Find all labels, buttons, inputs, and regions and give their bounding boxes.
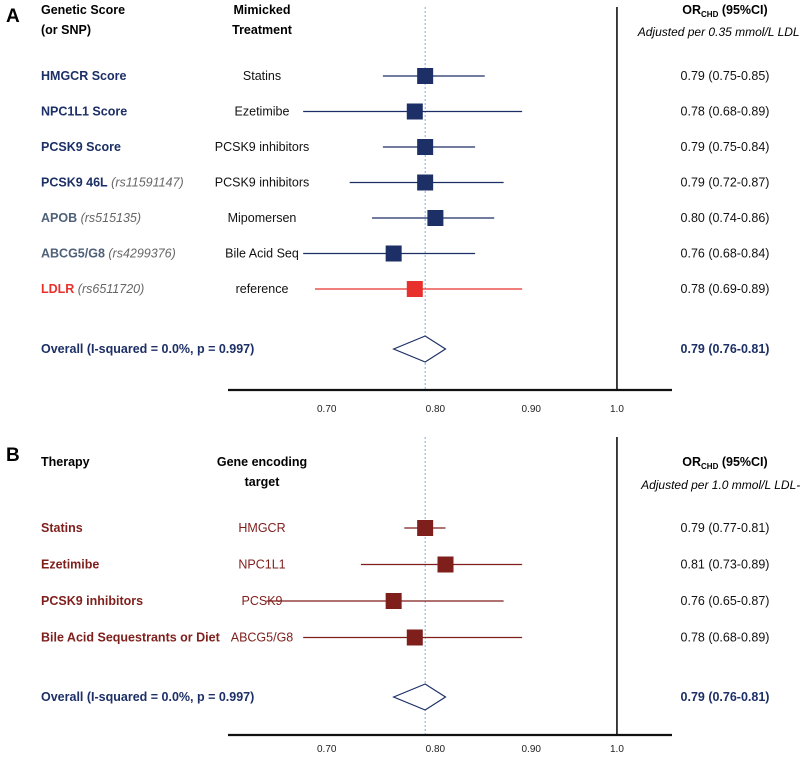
row-label: Bile Acid Sequestrants or Diet <box>41 631 221 645</box>
or-value: 0.78 (0.69-0.89) <box>681 282 770 296</box>
x-tick-label: 0.80 <box>426 404 446 415</box>
or-value: 0.76 (0.65-0.87) <box>681 594 770 608</box>
row-snp-id: (rs515135) <box>77 211 141 225</box>
point-estimate-marker <box>385 245 402 262</box>
x-tick-label: 1.0 <box>610 744 624 755</box>
row-treatment: reference <box>236 282 289 296</box>
row-label-name: HMGCR Score <box>41 69 126 83</box>
row-label-name: Statins <box>41 521 83 535</box>
x-tick-label: 0.70 <box>317 404 337 415</box>
row-label-name: PCSK9 46L <box>41 176 108 190</box>
row-treatment: Statins <box>243 69 281 83</box>
row-label: HMGCR Score <box>41 69 126 83</box>
or-header-main: OR <box>682 455 701 469</box>
or-value: 0.79 (0.77-0.81) <box>681 521 770 535</box>
or-value: 0.81 (0.73-0.89) <box>681 558 770 572</box>
overall-or-value: 0.79 (0.76-0.81) <box>681 342 770 356</box>
or-value: 0.80 (0.74-0.86) <box>681 211 770 225</box>
or-subheader: Adjusted per 0.35 mmol/L LDL-C <box>637 25 800 39</box>
row-treatment: HMGCR <box>238 521 285 535</box>
row-treatment: PCSK9 <box>242 594 283 608</box>
row-label-name: APOB <box>41 211 77 225</box>
column-header-label: Genetic Score <box>41 3 125 17</box>
or-header: ORCHD (95%CI) <box>682 3 767 19</box>
column-header-treatment: Treatment <box>232 23 293 37</box>
or-header-main: OR <box>682 3 701 17</box>
or-header-ci: (95%CI) <box>718 455 767 469</box>
row-label-name: NPC1L1 Score <box>41 105 127 119</box>
or-header-subscript: CHD <box>701 462 719 471</box>
column-header-treatment: Mimicked <box>234 3 291 17</box>
row-treatment: PCSK9 inhibitors <box>215 176 310 190</box>
column-header-treatment: target <box>245 475 281 489</box>
point-estimate-marker <box>406 629 423 646</box>
row-label: PCSK9 Score <box>41 140 121 154</box>
row-label-name: PCSK9 Score <box>41 140 121 154</box>
x-tick-label: 0.90 <box>521 744 541 755</box>
row-label-name: Bile Acid Sequestrants or Diet <box>41 631 221 645</box>
column-header-label: Therapy <box>41 455 90 469</box>
row-treatment: Mipomersen <box>228 211 297 225</box>
point-estimate-marker <box>417 139 434 155</box>
row-label-name: PCSK9 inhibitors <box>41 594 143 608</box>
row-label: Ezetimibe <box>41 558 99 572</box>
or-header: ORCHD (95%CI) <box>682 455 767 471</box>
x-tick-label: 0.70 <box>317 744 337 755</box>
panel-letter: B <box>6 445 20 466</box>
row-label-name: ABCG5/G8 <box>41 247 105 261</box>
or-value: 0.76 (0.68-0.84) <box>681 247 770 261</box>
row-treatment: NPC1L1 <box>238 558 285 572</box>
point-estimate-marker <box>417 520 434 536</box>
point-estimate-marker <box>417 174 434 191</box>
overall-or-value: 0.79 (0.76-0.81) <box>681 690 770 704</box>
row-label: ABCG5/G8 (rs4299376) <box>41 247 176 261</box>
overall-diamond <box>392 683 447 711</box>
or-value: 0.78 (0.68-0.89) <box>681 631 770 645</box>
row-treatment: Bile Acid Seq <box>225 247 299 261</box>
row-snp-id: (rs4299376) <box>105 247 176 261</box>
column-header-label: (or SNP) <box>41 23 91 37</box>
row-label: APOB (rs515135) <box>41 211 141 225</box>
column-header-treatment: Gene encoding <box>217 455 307 469</box>
point-estimate-marker <box>406 103 423 120</box>
row-label: PCSK9 46L (rs11591147) <box>41 176 184 190</box>
point-estimate-marker <box>417 68 434 84</box>
row-label: Statins <box>41 521 83 535</box>
row-label-name: Ezetimibe <box>41 558 99 572</box>
x-tick-label: 1.0 <box>610 404 624 415</box>
row-label: NPC1L1 Score <box>41 105 127 119</box>
or-value: 0.78 (0.68-0.89) <box>681 105 770 119</box>
row-treatment: PCSK9 inhibitors <box>215 140 310 154</box>
or-value: 0.79 (0.75-0.85) <box>681 69 770 83</box>
overall-label: Overall (I-squared = 0.0%, p = 0.997) <box>41 342 254 356</box>
x-tick-label: 0.90 <box>521 404 541 415</box>
point-estimate-marker <box>437 556 454 573</box>
or-header-ci: (95%CI) <box>718 3 767 17</box>
point-estimate-marker <box>406 281 423 297</box>
overall-diamond <box>392 335 447 363</box>
or-value: 0.79 (0.75-0.84) <box>681 140 770 154</box>
or-header-subscript: CHD <box>701 10 719 19</box>
or-value: 0.79 (0.72-0.87) <box>681 176 770 190</box>
row-label: LDLR (rs6511720) <box>41 282 144 296</box>
row-snp-id: (rs6511720) <box>74 282 144 296</box>
x-tick-label: 0.80 <box>426 744 446 755</box>
row-snp-id: (rs11591147) <box>108 176 184 190</box>
or-subheader: Adjusted per 1.0 mmol/L LDL-C <box>640 478 800 492</box>
row-label-name: LDLR <box>41 282 74 296</box>
row-treatment: ABCG5/G8 <box>231 631 294 645</box>
point-estimate-marker <box>427 210 444 226</box>
row-label: PCSK9 inhibitors <box>41 594 143 608</box>
row-treatment: Ezetimibe <box>235 105 290 119</box>
overall-label: Overall (I-squared = 0.0%, p = 0.997) <box>41 690 254 704</box>
point-estimate-marker <box>385 593 402 609</box>
panel-letter: A <box>6 6 20 27</box>
